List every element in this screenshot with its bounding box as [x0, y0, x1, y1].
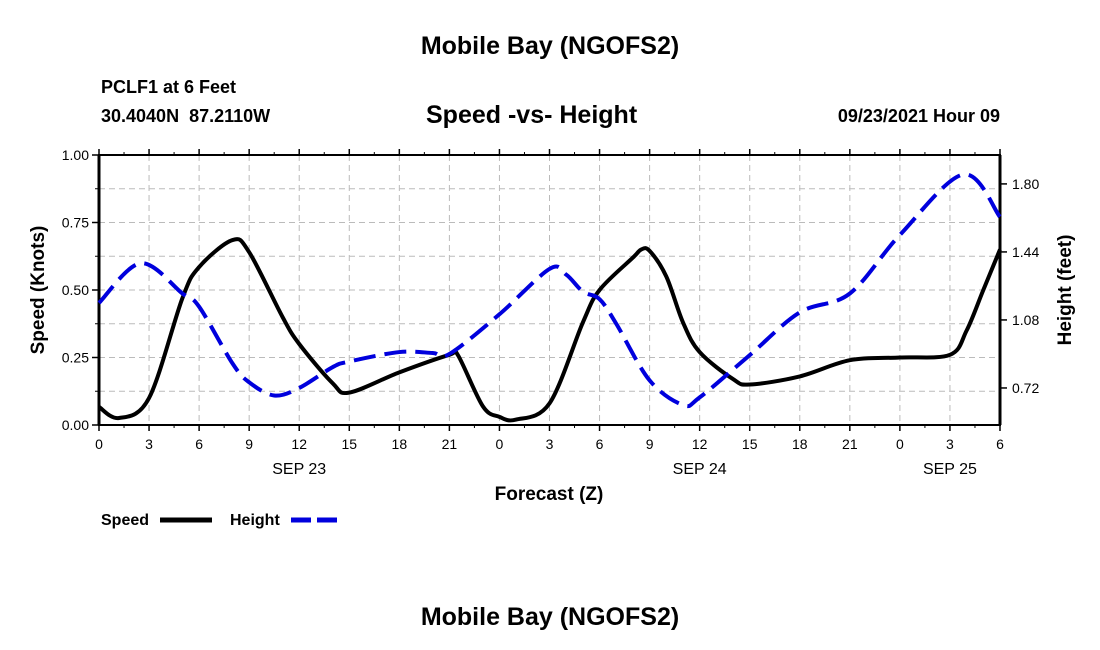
series-line-height — [97, 172, 1002, 409]
y-tick-label: 1.00 — [62, 147, 89, 163]
x-axis-label: Forecast (Z) — [495, 484, 604, 505]
x-tick-label: 18 — [792, 436, 808, 452]
coordinates-label: 30.4040N 87.2110W — [101, 106, 271, 126]
date-label: SEP 24 — [673, 461, 727, 478]
x-tick-label: 9 — [646, 436, 654, 452]
y2-tick-label: 1.44 — [1012, 244, 1039, 260]
x-tick-label: 21 — [442, 436, 458, 452]
y2-tick-label: 1.80 — [1012, 176, 1039, 192]
x-tick-label: 6 — [596, 436, 604, 452]
x-tick-label: 12 — [291, 436, 307, 452]
date-label: SEP 25 — [923, 461, 977, 478]
x-tick-label: 3 — [145, 436, 153, 452]
y-tick-label: 0.00 — [62, 417, 89, 433]
x-tick-label: 12 — [692, 436, 708, 452]
station-label: PCLF1 at 6 Feet — [101, 77, 237, 97]
legend-label-speed: Speed — [101, 512, 149, 529]
x-tick-label: 9 — [245, 436, 253, 452]
datetime-label: 09/23/2021 Hour 09 — [837, 106, 1000, 126]
x-tick-label: 15 — [341, 436, 357, 452]
x-tick-label: 0 — [496, 436, 504, 452]
x-tick-label: 3 — [546, 436, 554, 452]
y2-axis-label: Height (feet) — [1055, 235, 1076, 346]
y-tick-label: 0.25 — [62, 350, 89, 366]
x-tick-label: 6 — [996, 436, 1004, 452]
chart-subtitle: Speed -vs- Height — [426, 101, 638, 129]
x-tick-label: 0 — [95, 436, 103, 452]
date-label: SEP 23 — [272, 461, 326, 478]
chart-title: Mobile Bay (NGOFS2) — [420, 32, 680, 60]
y-tick-label: 0.50 — [62, 282, 89, 298]
x-tick-label: 0 — [896, 436, 904, 452]
series-line-speed — [97, 237, 1002, 423]
x-tick-label: 15 — [742, 436, 758, 452]
legend-label-height: Height — [230, 512, 280, 529]
x-tick-label: 18 — [392, 436, 408, 452]
x-tick-label: 3 — [946, 436, 954, 452]
x-tick-label: 21 — [842, 436, 858, 452]
y2-tick-label: 0.72 — [1012, 380, 1039, 396]
y2-tick-label: 1.08 — [1012, 312, 1039, 328]
y-axis-label: Speed (Knots) — [28, 226, 49, 355]
y-tick-label: 0.75 — [62, 215, 89, 231]
footer-title: Mobile Bay (NGOFS2) — [420, 603, 680, 631]
x-tick-label: 6 — [195, 436, 203, 452]
